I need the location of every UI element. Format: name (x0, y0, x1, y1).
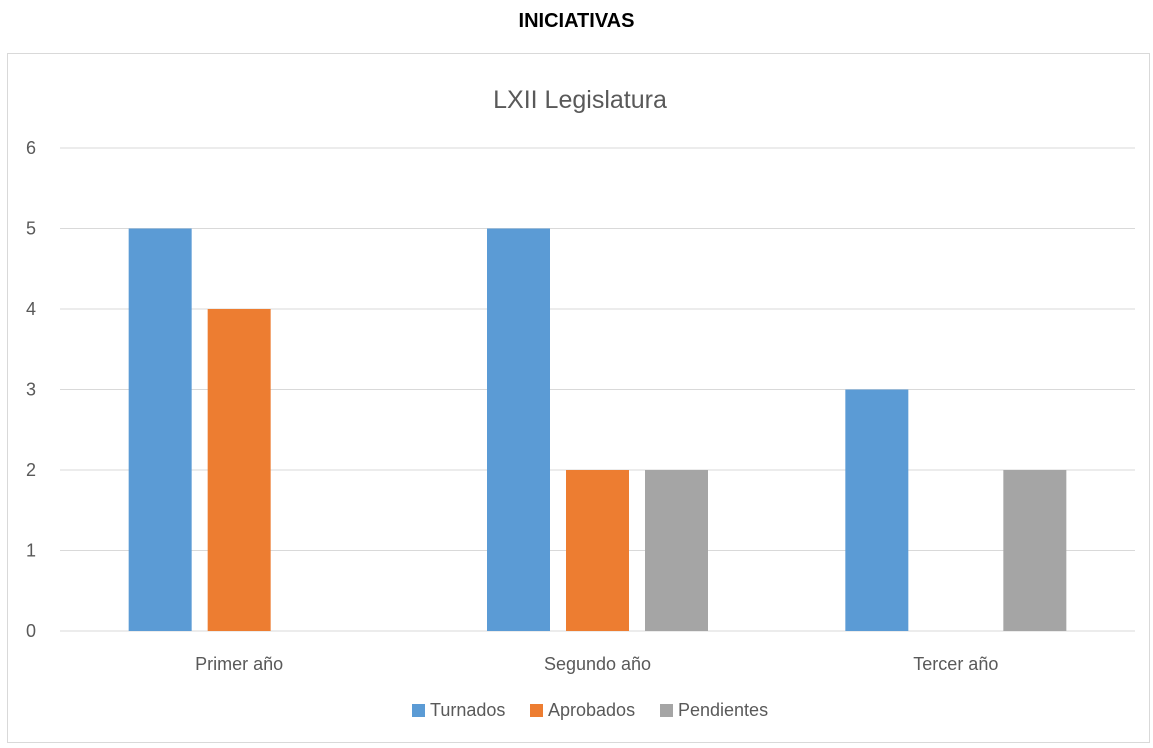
legend-swatch-turnados (412, 704, 425, 717)
legend-label-pendientes: Pendientes (678, 700, 768, 720)
bar-aprobados-1 (207, 309, 271, 631)
x-tick-label: Primer año (195, 654, 283, 674)
x-tick-label: Segundo año (544, 654, 651, 674)
bars (128, 228, 1067, 631)
legend-label-turnados: Turnados (430, 700, 505, 720)
bar-aprobados-2 (566, 470, 629, 631)
x-axis-tick-labels: Primer año Segundo año Tercer año (195, 654, 998, 674)
bar-turnados-3 (845, 389, 909, 631)
bar-turnados-2 (487, 228, 550, 631)
page-heading: INICIATIVAS (518, 10, 635, 32)
bar-turnados-1 (128, 228, 192, 631)
x-tick-label: Tercer año (913, 654, 998, 674)
legend-label-aprobados: Aprobados (548, 700, 635, 720)
y-tick-label: 0 (26, 621, 36, 641)
y-axis-tick-labels: 0 1 2 3 4 5 6 (26, 138, 36, 641)
y-tick-label: 1 (26, 541, 36, 561)
y-tick-label: 2 (26, 460, 36, 480)
legend-swatch-aprobados (530, 704, 543, 717)
y-tick-label: 5 (26, 219, 36, 239)
y-tick-label: 6 (26, 138, 36, 158)
y-tick-label: 3 (26, 380, 36, 400)
legend-swatch-pendientes (660, 704, 673, 717)
legend: Turnados Aprobados Pendientes (412, 700, 768, 720)
y-tick-label: 4 (26, 299, 36, 319)
bar-pendientes-3 (1003, 470, 1067, 631)
bar-pendientes-2 (645, 470, 708, 631)
chart-title: LXII Legislatura (493, 86, 667, 114)
